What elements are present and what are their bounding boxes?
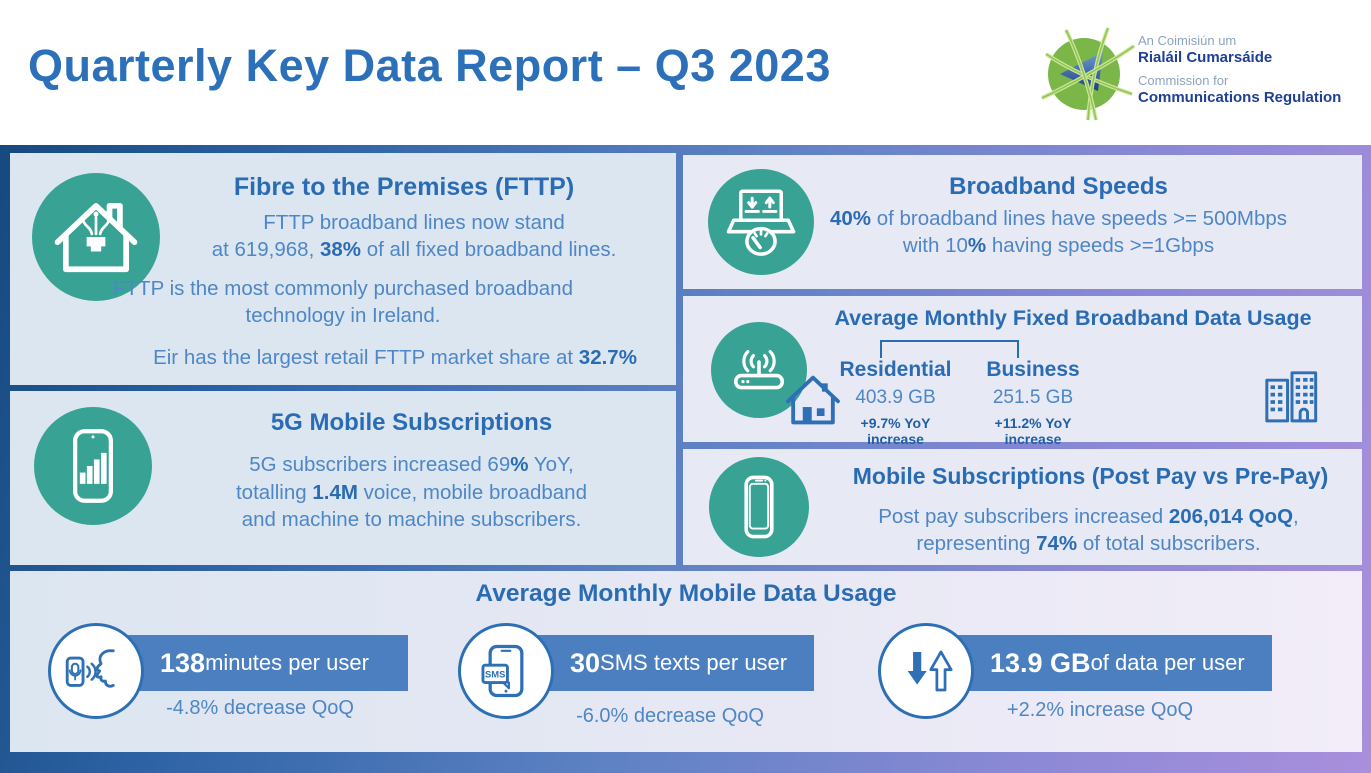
logo-irish-bold: Rialáil Cumarsáide xyxy=(1138,48,1273,66)
data-usage-change: +2.2% increase QoQ xyxy=(1006,699,1194,721)
logo-irish-small: An Coimisiún um xyxy=(1138,33,1237,48)
5g-title: 5G Mobile Subscriptions xyxy=(270,409,553,436)
sms-phone-icon: SMS xyxy=(481,644,524,698)
panel-mobile-data-usage: Average Monthly Mobile Data Usage 138 mi… xyxy=(10,571,1362,752)
sms-value: 30 xyxy=(570,647,601,678)
voice-minutes-unit: minutes per user xyxy=(205,650,369,675)
broadband-speeds-body: 40% of broadband lines have speeds >= 50… xyxy=(829,207,1288,257)
panel-5g-subscriptions: 5G Mobile Subscriptions 5G subscribers i… xyxy=(10,391,676,565)
data-usage-bar: 13.9 GB of data per user xyxy=(926,635,1272,691)
residential-value: 403.9 GB xyxy=(855,387,936,408)
business-label: Business xyxy=(986,358,1080,381)
data-usage-value: 13.9 GB xyxy=(990,647,1091,678)
header: Quarterly Key Data Report – Q3 2023 xyxy=(0,0,1371,145)
residential-change: +9.7% YoY increase xyxy=(860,415,931,447)
wifi-router-icon xyxy=(734,350,784,390)
comreg-logo-icon xyxy=(1041,27,1136,121)
voice-minutes-value: 138 xyxy=(160,647,206,678)
office-buildings-icon xyxy=(1265,371,1318,423)
mobile-subs-body: Post pay subscribers increased 206,014 Q… xyxy=(878,505,1299,555)
mobile-subs-title: Mobile Subscriptions (Post Pay vs Pre-Pa… xyxy=(852,463,1329,489)
fixed-usage-title: Average Monthly Fixed Broadband Data Usa… xyxy=(834,306,1312,330)
logo-english-small: Commission for xyxy=(1138,73,1229,89)
business-stat: Business 251.5 GB +11.2% YoY increase xyxy=(968,358,1098,447)
sms-unit: SMS texts per user xyxy=(600,650,788,675)
comreg-logo-text: An Coimisiún um Rialáil Cumarsáide Commi… xyxy=(1138,33,1370,107)
smartphone-icon xyxy=(744,475,774,539)
comreg-logo: An Coimisiún um Rialáil Cumarsáide Commi… xyxy=(1038,18,1368,133)
residential-stat: Residential 403.9 GB +9.7% YoY increase xyxy=(833,358,958,447)
phone-signal-bars-icon xyxy=(73,429,113,503)
bracket-connector xyxy=(880,340,1019,358)
house-icon xyxy=(786,375,840,425)
house-fibre-icon xyxy=(54,202,138,273)
fttp-paragraph-2: FTTP is the most commonly purchased broa… xyxy=(113,277,573,327)
fttp-title: Fibre to the Premises (FTTP) xyxy=(233,173,575,201)
data-usage-unit: of data per user xyxy=(1090,650,1245,675)
panel-mobile-subscriptions: Mobile Subscriptions (Post Pay vs Pre-Pa… xyxy=(683,449,1362,565)
sms-bar: 30 SMS texts per user xyxy=(506,635,814,691)
fttp-paragraph-1: FTTP broadband lines now stand at 619,96… xyxy=(211,211,617,261)
sms-change: -6.0% decrease QoQ xyxy=(576,705,764,727)
logo-english-bold: Communications Regulation xyxy=(1138,89,1342,107)
business-change: +11.2% YoY increase xyxy=(994,415,1072,447)
panel-fttp: Fibre to the Premises (FTTP) FTTP broadb… xyxy=(10,153,676,385)
laptop-speedometer-icon xyxy=(726,189,796,256)
5g-body: 5G subscribers increased 69% YoY, totall… xyxy=(235,453,587,531)
voice-call-icon xyxy=(65,649,115,688)
panel-broadband-speeds: Broadband Speeds 40% of broadband lines … xyxy=(683,155,1362,289)
sms-bubble-label: SMS xyxy=(485,669,505,679)
mobile-usage-title: Average Monthly Mobile Data Usage xyxy=(475,580,897,607)
business-value: 251.5 GB xyxy=(992,387,1074,408)
voice-minutes-bar: 138 minutes per user xyxy=(96,635,408,691)
residential-label: Residential xyxy=(839,358,952,381)
voice-minutes-change: -4.8% decrease QoQ xyxy=(166,697,354,719)
broadband-speeds-title: Broadband Speeds xyxy=(949,173,1168,200)
up-down-arrows-icon xyxy=(907,650,953,692)
page-title: Quarterly Key Data Report – Q3 2023 xyxy=(28,40,831,91)
fttp-paragraph-3: Eir has the largest retail FTTP market s… xyxy=(153,346,637,369)
panel-fixed-broadband-usage: Average Monthly Fixed Broadband Data Usa… xyxy=(683,296,1362,447)
